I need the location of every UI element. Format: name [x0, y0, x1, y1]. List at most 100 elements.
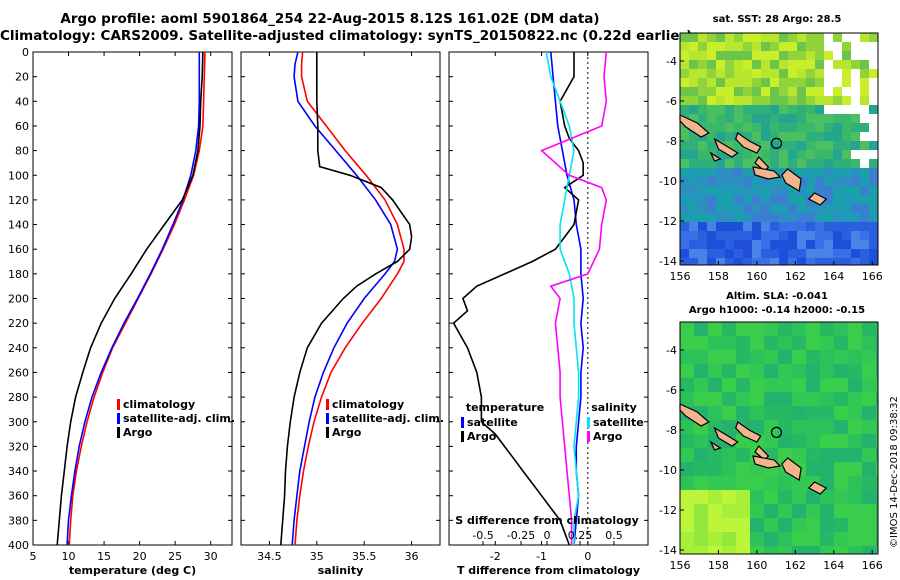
sla_map-cell: [736, 476, 750, 490]
sst_map-cell: [851, 186, 860, 195]
sst_map-cell: [770, 69, 779, 78]
sla_map-cell: [806, 406, 820, 420]
sla_map-cell: [694, 336, 708, 350]
sla_map-cell: [764, 406, 778, 420]
sst_map-cell: [752, 87, 761, 96]
sst_map-cell: [842, 51, 851, 60]
sst_map-cell: [761, 60, 770, 69]
sst_map-cell: [869, 186, 878, 195]
sst_map-cell: [752, 231, 761, 240]
sst_map-cell: [716, 186, 725, 195]
sla_map-cell: [722, 448, 736, 462]
sla_map-cell: [708, 532, 722, 546]
sst_map-cell: [716, 249, 725, 258]
sst_map-cell: [788, 33, 797, 42]
sst_map-cell: [806, 177, 815, 186]
sst_map-cell: [833, 42, 842, 51]
temperature-xtick-label: 25: [168, 550, 182, 563]
sst_map-cell: [806, 159, 815, 168]
sst_map-cell: [725, 132, 734, 141]
sst_map-cell: [833, 177, 842, 186]
sst_map-cell: [779, 159, 788, 168]
sst_map-cell: [770, 249, 779, 258]
sst_map-cell: [797, 213, 806, 222]
sst_map-cell: [770, 186, 779, 195]
sst_map-cell: [869, 51, 878, 60]
sst_map-cell: [743, 231, 752, 240]
sla_map-cell: [834, 378, 848, 392]
sst_map-cell: [833, 69, 842, 78]
sst_map-cell: [851, 204, 860, 213]
temperature-series-satellite-adj-clim-: [66, 52, 201, 546]
sla_map-cell: [792, 448, 806, 462]
sst_map-cell: [788, 186, 797, 195]
sst_map-cell: [743, 168, 752, 177]
sst_map-cell: [680, 258, 689, 265]
sla_map-cell: [834, 392, 848, 406]
sst_map-cell: [743, 222, 752, 231]
sst_map-cell: [860, 51, 869, 60]
sst_map-cell: [752, 96, 761, 105]
sst_map-cell: [743, 159, 752, 168]
sst_map-cell: [797, 60, 806, 69]
sst_map-cell: [779, 42, 788, 51]
sst_map-cell: [869, 204, 878, 213]
sst_map-cell: [698, 105, 707, 114]
sst_map-cell: [842, 213, 851, 222]
sst_map-cell: [806, 231, 815, 240]
sla_map-cell: [834, 532, 848, 546]
sst_map-xtick-label: 166: [862, 270, 883, 283]
sst_map-cell: [743, 78, 752, 87]
sst_map-cell: [680, 213, 689, 222]
sst_map-cell: [761, 51, 770, 60]
sst_map-cell: [860, 87, 869, 96]
sla_map-cell: [862, 518, 876, 532]
sst_map-xtick-label: 164: [823, 270, 844, 283]
sla_map-cell: [764, 476, 778, 490]
sst_map-xtick-label: 160: [746, 270, 767, 283]
sla_map-cell: [736, 546, 750, 554]
sst_map-cell: [698, 258, 707, 265]
sst_map-cell: [833, 231, 842, 240]
sla_map-cell: [722, 378, 736, 392]
sla_map-cell: [834, 336, 848, 350]
sla_map-cell: [694, 322, 708, 336]
sla_map-cell: [778, 378, 792, 392]
sst_map-cell: [788, 240, 797, 249]
sst_map-cell: [698, 60, 707, 69]
sla_map-cell: [792, 546, 806, 554]
sst_map-cell: [806, 168, 815, 177]
sst_map-cell: [743, 258, 752, 265]
sst_map-cell: [743, 69, 752, 78]
sla_map-cell: [876, 350, 878, 364]
sst_map-cell: [725, 42, 734, 51]
sst_map-cell: [815, 33, 824, 42]
sla_map-cell: [848, 420, 862, 434]
temperature-xtick-label: 5: [30, 550, 37, 563]
depth-tick-label: 160: [8, 243, 29, 256]
sst_map-cell: [815, 69, 824, 78]
sst_map-cell: [824, 78, 833, 87]
sst_map-argo-marker: [770, 137, 783, 149]
sst_map-cell: [689, 51, 698, 60]
sst_map-cell: [752, 42, 761, 51]
sst_map-cell: [842, 240, 851, 249]
sst_map-cell: [698, 150, 707, 159]
sla_map-cell: [862, 434, 876, 448]
sst_map-cell: [860, 186, 869, 195]
sst_map-cell: [689, 105, 698, 114]
sst_map-cell: [860, 159, 869, 168]
temperature-xtick-label: 20: [133, 550, 147, 563]
sla_map-cell: [792, 336, 806, 350]
sst_map-cell: [734, 42, 743, 51]
sst_map-cell: [815, 240, 824, 249]
sst_map-cell: [689, 60, 698, 69]
sst_map-cell: [743, 150, 752, 159]
sst_map-cell: [770, 105, 779, 114]
sst_map-cell: [770, 150, 779, 159]
sst_map-cell: [851, 132, 860, 141]
sst_map-cell: [788, 42, 797, 51]
sst_map-cell: [860, 141, 869, 150]
sst_map-cell: [833, 240, 842, 249]
sst_map-cell: [824, 168, 833, 177]
